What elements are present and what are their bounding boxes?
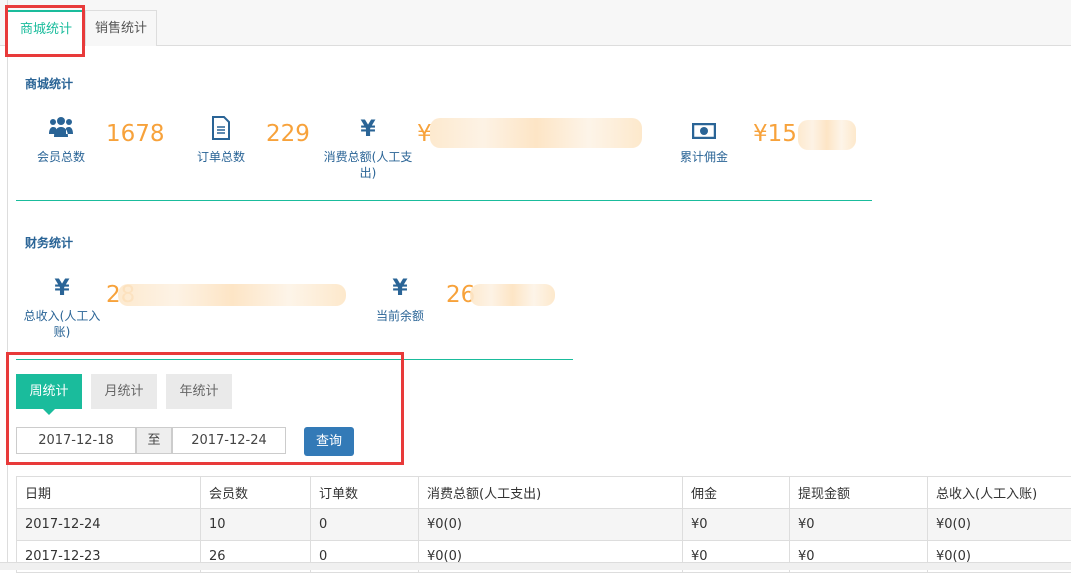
blurred-value <box>798 120 856 150</box>
cell: ¥0 <box>683 509 790 541</box>
highlight-box <box>5 5 85 57</box>
blurred-value <box>470 284 555 306</box>
yen-icon: ¥ <box>343 117 393 142</box>
cell: 0 <box>311 509 419 541</box>
column-header: 提现金额 <box>790 477 928 509</box>
money-icon <box>679 120 729 145</box>
column-header: 会员数 <box>201 477 311 509</box>
yen-icon: ¥ <box>37 276 87 301</box>
stat-label: 消费总额(人工支出) <box>323 149 413 181</box>
stat-label: 当前余额 <box>369 308 431 324</box>
blurred-value <box>430 118 642 148</box>
tab-sales-stats[interactable]: 销售统计 <box>85 10 157 46</box>
cell: ¥0(0) <box>928 509 1071 541</box>
stat-value: ¥15 <box>753 121 797 147</box>
cell: ¥0 <box>790 509 928 541</box>
stat-label: 累计佣金 <box>673 149 735 165</box>
cell: 2017-12-24 <box>17 509 201 541</box>
column-header: 日期 <box>17 477 201 509</box>
stat-label: 订单总数 <box>190 149 252 165</box>
column-header: 消费总额(人工支出) <box>419 477 683 509</box>
section-title-mall: 商城统计 <box>25 75 73 92</box>
stats-table: 日期 会员数 订单数 消费总额(人工支出) 佣金 提现金额 总收入(人工入账) … <box>16 476 1071 573</box>
stat-label: 总收入(人工入账) <box>16 308 108 340</box>
blurred-value <box>118 284 346 306</box>
document-icon <box>196 116 246 146</box>
stat-label: 会员总数 <box>30 149 92 165</box>
yen-icon: ¥ <box>375 276 425 301</box>
stat-value: 229 <box>266 121 310 147</box>
stat-value: 1678 <box>106 121 165 147</box>
horizontal-scrollbar[interactable] <box>0 562 1071 570</box>
table-header: 日期 会员数 订单数 消费总额(人工支出) 佣金 提现金额 总收入(人工入账) <box>17 477 1071 509</box>
divider <box>7 0 8 570</box>
tab-bar <box>0 0 1071 46</box>
highlight-box <box>6 352 404 465</box>
column-header: 订单数 <box>311 477 419 509</box>
column-header: 总收入(人工入账) <box>928 477 1071 509</box>
section-title-finance: 财务统计 <box>25 234 73 251</box>
users-icon <box>36 116 86 144</box>
divider <box>16 200 872 201</box>
column-header: 佣金 <box>683 477 790 509</box>
cell: 10 <box>201 509 311 541</box>
cell: ¥0(0) <box>419 509 683 541</box>
